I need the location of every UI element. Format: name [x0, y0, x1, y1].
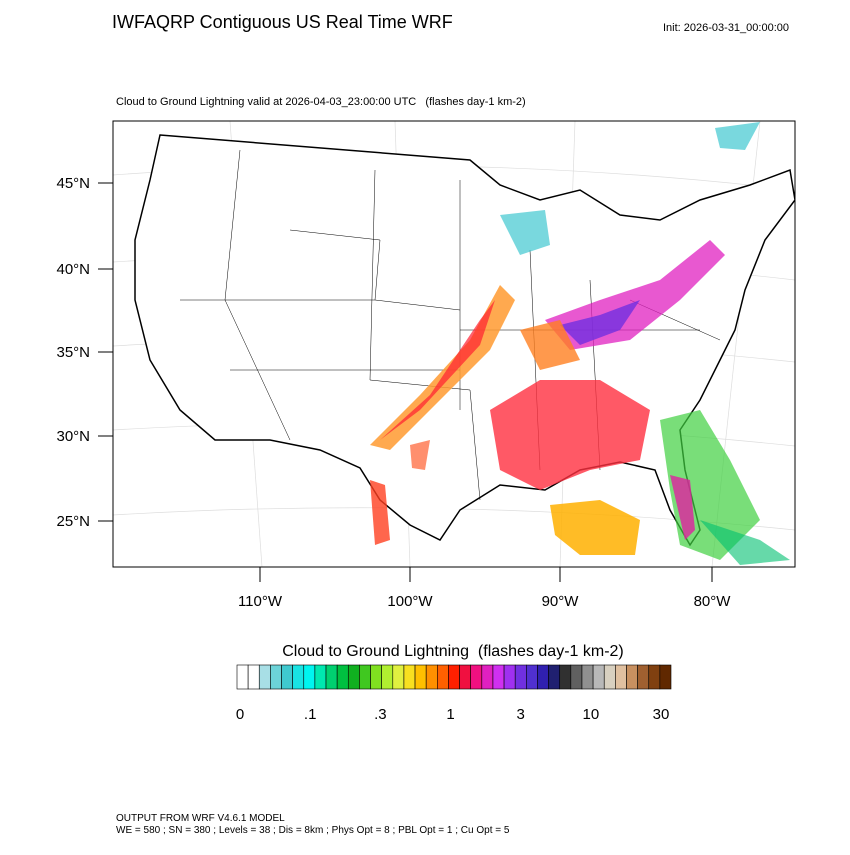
colorbar-swatch	[325, 664, 338, 690]
lat-label: 40°N	[56, 261, 90, 278]
colorbar-swatch	[648, 664, 661, 690]
colorbar-swatch	[470, 664, 483, 690]
colorbar-swatch	[548, 664, 561, 690]
colorbar-swatch	[292, 664, 305, 690]
colorbar-label: 0	[236, 706, 244, 723]
colorbar-swatch	[514, 664, 527, 690]
lat-label: 45°N	[56, 175, 90, 192]
lat-label: 25°N	[56, 513, 90, 530]
colorbar-swatch	[414, 664, 427, 690]
colorbar-swatch	[347, 664, 360, 690]
colorbar-swatch	[247, 664, 260, 690]
colorbar-swatch	[492, 664, 505, 690]
colorbar-swatch	[503, 664, 516, 690]
colorbar-swatch	[592, 664, 605, 690]
lon-label: 90°W	[542, 593, 580, 610]
colorbar-label: .1	[304, 706, 317, 723]
colorbar-swatch	[359, 664, 371, 690]
subtitle: Cloud to Ground Lightning valid at 2026-…	[116, 96, 526, 108]
colorbar-swatch	[336, 664, 349, 690]
colorbar-label: 3	[516, 706, 524, 723]
colorbar-title: Cloud to Ground Lightning (flashes day-1…	[282, 643, 624, 660]
colorbar-label: 1	[446, 706, 454, 723]
lon-label: 80°W	[694, 593, 732, 610]
colorbar	[236, 664, 672, 690]
colorbar-swatch	[537, 664, 549, 690]
colorbar-swatch	[481, 664, 494, 690]
lat-label: 30°N	[56, 428, 90, 445]
colorbar-swatch	[392, 664, 405, 690]
colorbar-swatch	[459, 664, 471, 690]
lat-label: 35°N	[56, 344, 90, 361]
colorbar-swatch	[526, 664, 538, 690]
colorbar-swatch	[236, 664, 249, 690]
colorbar-swatch	[303, 664, 316, 690]
colorbar-swatch	[615, 664, 627, 690]
colorbar-swatch	[637, 664, 650, 690]
colorbar-swatch	[581, 664, 594, 690]
colorbar-swatch	[425, 664, 438, 690]
colorbar-swatch	[448, 664, 460, 690]
init-time: Init: 2026-03-31_00:00:00	[663, 22, 789, 34]
footer-line: WE = 580 ; SN = 380 ; Levels = 38 ; Dis …	[116, 825, 510, 836]
footer-line: OUTPUT FROM WRF V4.6.1 MODEL	[116, 813, 285, 824]
lightning-field	[370, 122, 790, 565]
lon-label: 100°W	[387, 593, 433, 610]
colorbar-swatch	[370, 664, 382, 690]
colorbar-label: .3	[374, 706, 387, 723]
title: IWFAQRP Contiguous US Real Time WRF	[112, 12, 453, 32]
colorbar-swatch	[314, 664, 327, 690]
colorbar-swatch	[381, 664, 394, 690]
lon-label: 110°W	[238, 593, 283, 610]
map: 45°N 40°N 35°N 30°N 25°N 110°W 100°W 90°W 80°W	[56, 120, 796, 610]
colorbar-swatch	[659, 664, 672, 690]
colorbar-swatch	[559, 664, 572, 690]
colorbar-swatch	[603, 664, 616, 690]
map-frame	[112, 120, 796, 568]
colorbar-swatch	[570, 664, 583, 690]
colorbar-swatch	[403, 664, 416, 690]
colorbar-swatch	[258, 664, 271, 690]
colorbar-swatch	[626, 664, 638, 690]
colorbar-label: 10	[582, 706, 599, 723]
colorbar-swatch	[270, 664, 282, 690]
colorbar-label: 30	[653, 706, 670, 723]
colorbar-swatch	[437, 664, 449, 690]
colorbar-swatch	[281, 664, 293, 690]
